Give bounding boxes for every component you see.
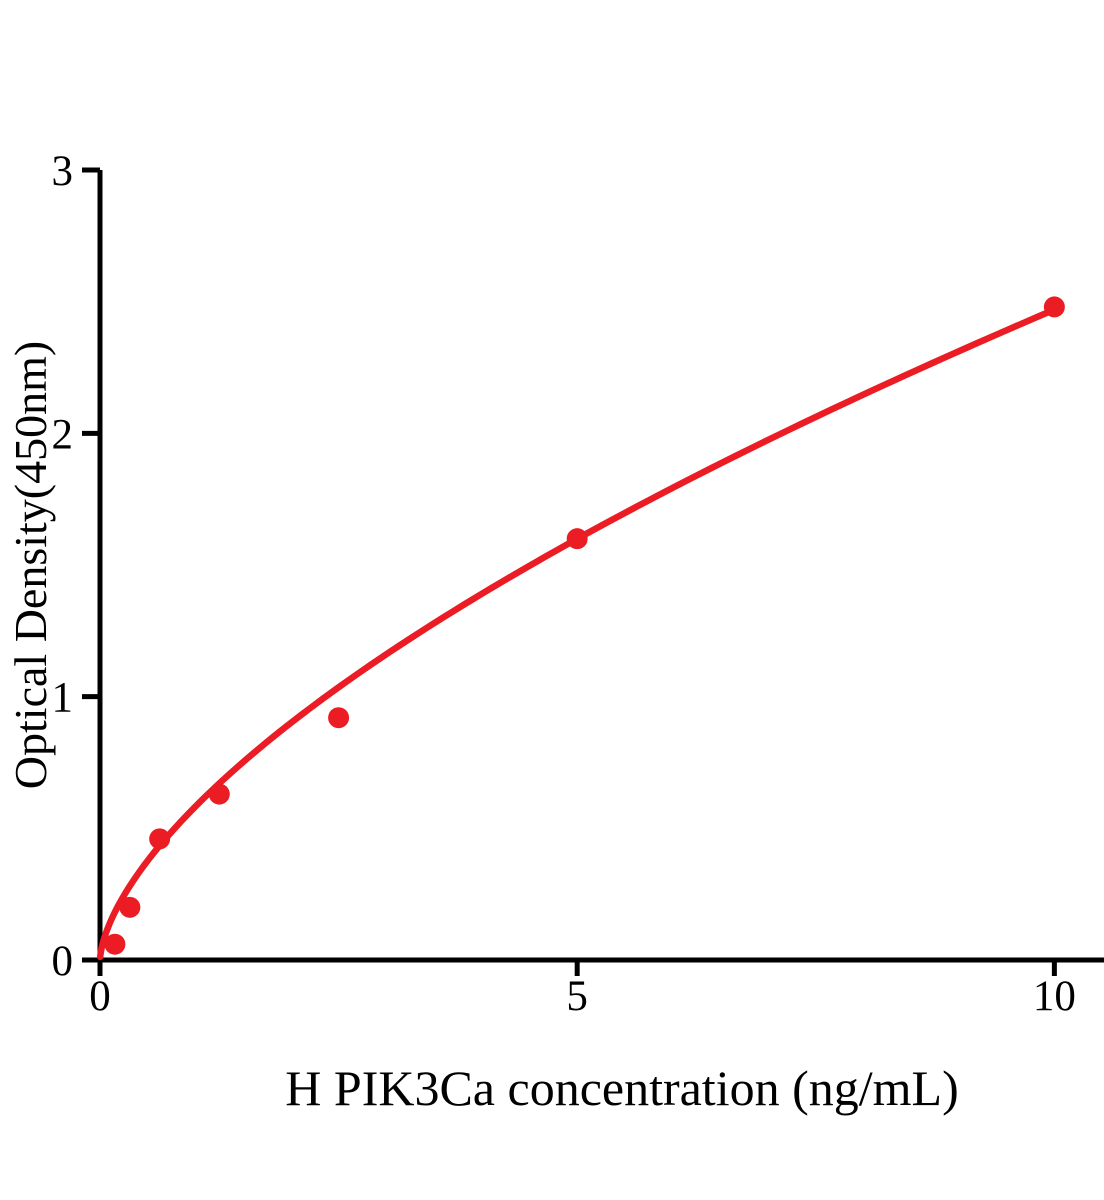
data-point xyxy=(1043,296,1065,318)
axes-layer xyxy=(97,170,1104,963)
y-tick-label: 0 xyxy=(52,938,74,985)
ticks-layer xyxy=(82,167,1057,976)
data-point xyxy=(104,933,126,955)
data-point xyxy=(119,896,141,918)
axis-spine xyxy=(97,170,1104,963)
data-point xyxy=(149,828,171,850)
data-point xyxy=(566,528,588,550)
y-tick-label: 2 xyxy=(52,411,74,458)
series-layer xyxy=(96,296,1065,961)
y-axis-title: Optical Density(450nm) xyxy=(5,341,56,789)
data-point xyxy=(328,707,350,729)
y-tick-label: 1 xyxy=(52,675,74,722)
y-tick-label: 3 xyxy=(52,148,74,195)
tick-labels-layer: 0 1 2 3 0 5 10 xyxy=(52,148,1076,1020)
fit-curve xyxy=(96,306,1058,961)
x-tick-label: 10 xyxy=(1033,973,1076,1020)
x-axis-title: H PIK3Ca concentration (ng/mL) xyxy=(285,1060,958,1116)
x-tick-label: 0 xyxy=(89,973,111,1020)
data-point xyxy=(208,783,230,805)
x-tick-label: 5 xyxy=(566,973,588,1020)
